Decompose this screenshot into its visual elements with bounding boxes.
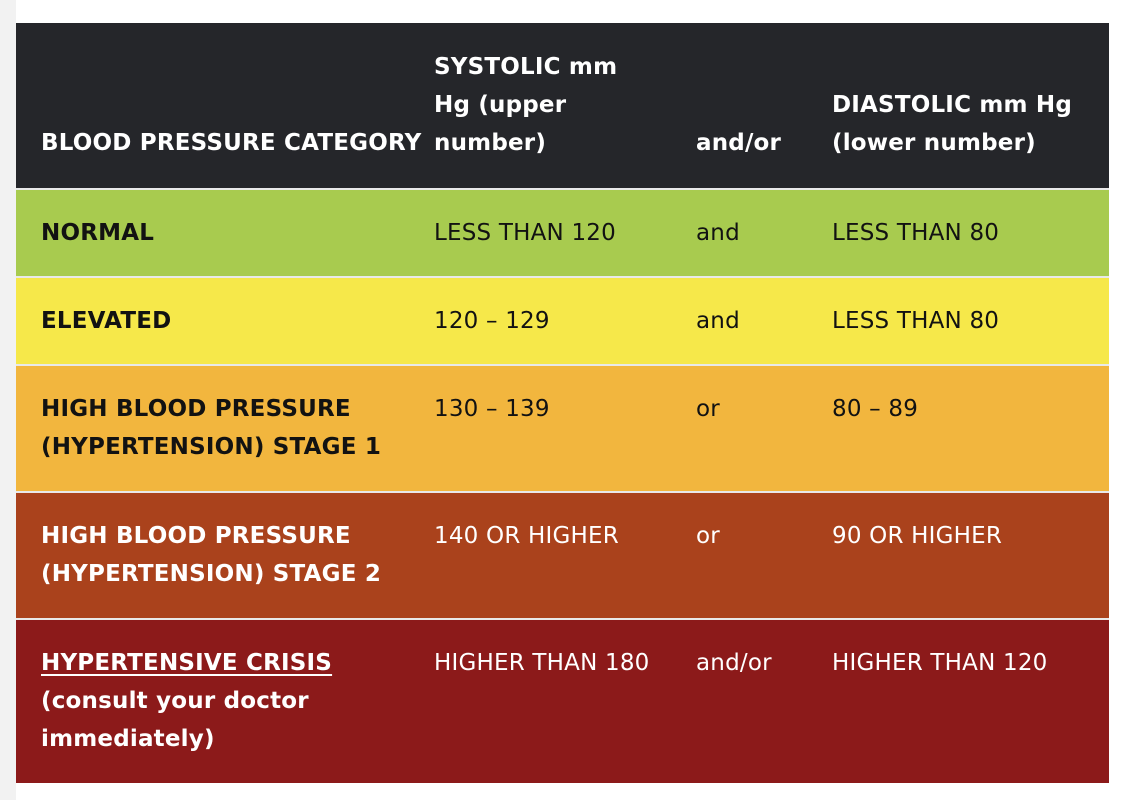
systolic-cell: 140 OR HIGHER	[434, 491, 696, 619]
header-andor: and/or	[696, 23, 832, 189]
category-cell: HIGH BLOOD PRESSURE (HYPERTENSION) STAGE…	[16, 491, 434, 619]
diastolic-cell: 80 – 89	[832, 364, 1109, 492]
systolic-cell: 130 – 139	[434, 364, 696, 492]
andor-cell: and	[696, 276, 832, 365]
table-row-stage-2: HIGH BLOOD PRESSURE (HYPERTENSION) STAGE…	[16, 491, 1109, 619]
category-cell: ELEVATED	[16, 276, 434, 365]
left-edge-strip	[0, 0, 16, 800]
table-row-elevated: ELEVATED 120 – 129 and LESS THAN 80	[16, 276, 1109, 365]
blood-pressure-table: BLOOD PRESSURE CATEGORY SYSTOLIC mm Hg (…	[16, 23, 1109, 783]
systolic-cell: HIGHER THAN 180	[434, 618, 696, 783]
andor-cell: or	[696, 364, 832, 492]
header-category: BLOOD PRESSURE CATEGORY	[16, 23, 434, 189]
diastolic-cell: LESS THAN 80	[832, 188, 1109, 277]
header-systolic: SYSTOLIC mm Hg (upper number)	[434, 23, 696, 189]
category-cell: HIGH BLOOD PRESSURE (HYPERTENSION) STAGE…	[16, 364, 434, 492]
category-cell: NORMAL	[16, 188, 434, 277]
systolic-cell: LESS THAN 120	[434, 188, 696, 277]
diastolic-cell: 90 OR HIGHER	[832, 491, 1109, 619]
table-row-crisis: HYPERTENSIVE CRISIS (consult your doctor…	[16, 618, 1109, 783]
andor-cell: and	[696, 188, 832, 277]
header-diastolic: DIASTOLIC mm Hg (lower number)	[832, 23, 1109, 189]
hypertensive-crisis-link[interactable]: HYPERTENSIVE CRISIS	[41, 650, 333, 676]
systolic-cell: 120 – 129	[434, 276, 696, 365]
category-cell: HYPERTENSIVE CRISIS (consult your doctor…	[16, 618, 434, 783]
table-row-stage-1: HIGH BLOOD PRESSURE (HYPERTENSION) STAGE…	[16, 364, 1109, 492]
andor-cell: and/or	[696, 618, 832, 783]
table-row-normal: NORMAL LESS THAN 120 and LESS THAN 80	[16, 188, 1109, 277]
category-note: (consult your doctor immediately)	[41, 688, 309, 752]
table-header-row: BLOOD PRESSURE CATEGORY SYSTOLIC mm Hg (…	[16, 23, 1109, 189]
andor-cell: or	[696, 491, 832, 619]
diastolic-cell: LESS THAN 80	[832, 276, 1109, 365]
diastolic-cell: HIGHER THAN 120	[832, 618, 1109, 783]
